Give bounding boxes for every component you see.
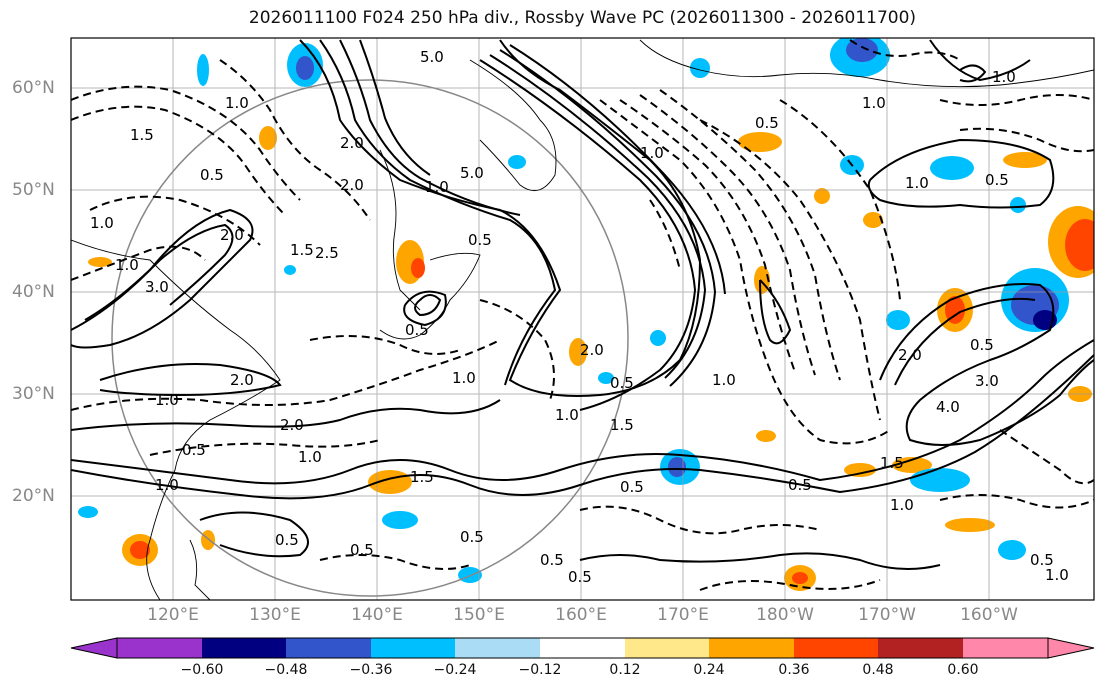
lon-label: 180°W <box>756 605 814 625</box>
contour-label: 1.5 <box>290 241 314 259</box>
contour-label: 1.0 <box>425 178 449 196</box>
coastlines <box>71 39 1094 600</box>
contour-label: 2.5 <box>315 244 339 262</box>
lat-label: 50°N <box>12 180 55 200</box>
lat-label: 20°N <box>12 486 55 506</box>
lon-label: 170°E <box>657 605 709 625</box>
lat-label: 30°N <box>12 384 55 404</box>
reference-circle <box>111 79 629 597</box>
contour-label: 1.0 <box>712 371 736 389</box>
contour-label: 0.5 <box>755 114 779 132</box>
contour-label: 2.0 <box>280 416 304 434</box>
colorbar-high-extension <box>1047 637 1095 659</box>
lon-label: 130°E <box>249 605 301 625</box>
colorbar-segment <box>963 638 1048 658</box>
contour-label: 0.5 <box>985 171 1009 189</box>
contour-label: 5.0 <box>420 48 444 66</box>
lon-label: 160°W <box>960 605 1018 625</box>
colorbar-tick: −0.36 <box>349 662 393 678</box>
colorbar-tick: 0.24 <box>693 662 725 678</box>
contour-label: 0.5 <box>182 441 206 459</box>
lat-label: 40°N <box>12 282 55 302</box>
colorbar-segment <box>540 638 625 658</box>
colorbar-segment <box>286 638 371 658</box>
contour-label-group: 5.0 1.0 1.0 1.5 1.0 0.5 1.0 2.0 1.0 1.5 … <box>90 48 1069 586</box>
contour-label: 1.0 <box>90 214 114 232</box>
contour-label: 1.5 <box>610 416 634 434</box>
contour-label: 1.0 <box>155 391 179 409</box>
contour-label: 1.0 <box>905 174 929 192</box>
colorbar-tick: 0.48 <box>862 662 894 678</box>
contour-label: 2.0 <box>580 341 604 359</box>
dashed-contours <box>71 39 1094 591</box>
colorbar-segment <box>455 638 540 658</box>
contour-label: 1.5 <box>410 468 434 486</box>
contour-label: 1.0 <box>298 448 322 466</box>
contour-label: 1.0 <box>115 256 139 274</box>
contour-label: 0.5 <box>970 336 994 354</box>
contour-label: 0.5 <box>405 321 429 339</box>
contour-label: 3.0 <box>145 278 169 296</box>
colorbar-tick: 0.60 <box>947 662 979 678</box>
contour-label: 0.5 <box>200 166 224 184</box>
contour-label: 0.5 <box>350 541 374 559</box>
lon-label: 150°E <box>453 605 505 625</box>
colorbar-segment <box>878 638 963 658</box>
colorbar <box>70 637 1095 659</box>
contour-label: 1.5 <box>130 126 154 144</box>
contour-label: 0.5 <box>468 231 492 249</box>
contour-label: 1.0 <box>225 94 249 112</box>
colorbar-tick: 0.36 <box>778 662 810 678</box>
contour-label: 1.0 <box>452 369 476 387</box>
contour-label: 2.0 <box>340 176 364 194</box>
lat-label: 60°N <box>12 78 55 98</box>
contour-label: 2.0 <box>898 346 922 364</box>
contour-label: 1.0 <box>640 144 664 162</box>
contour-label: 1.0 <box>555 406 579 424</box>
contour-label: 1.0 <box>992 68 1016 86</box>
contour-label: 2.0 <box>220 226 244 244</box>
contour-label: 0.5 <box>1030 551 1054 569</box>
contour-label: 0.5 <box>620 478 644 496</box>
colorbar-segment <box>625 638 709 658</box>
colorbar-tick: −0.12 <box>518 662 562 678</box>
colorbar-segment <box>709 638 794 658</box>
contour-label: 0.5 <box>788 476 812 494</box>
contour-label: 1.5 <box>880 454 904 472</box>
plot-title: 2026011100 F024 250 hPa div., Rossby Wav… <box>248 8 917 28</box>
colorbar-low-extension <box>70 637 118 659</box>
shaded-divergence <box>78 38 1094 591</box>
contour-label: 0.5 <box>610 374 634 392</box>
colorbar-segment <box>202 638 286 658</box>
contour-label: 3.0 <box>975 372 999 390</box>
lon-label: 170°W <box>858 605 916 625</box>
contour-label: 0.5 <box>540 551 564 569</box>
colorbar-segment <box>117 638 202 658</box>
contour-label: 1.0 <box>155 476 179 494</box>
colorbar-frame <box>116 637 1049 659</box>
map-frame <box>70 37 1095 601</box>
colorbar-tick: −0.60 <box>180 662 224 678</box>
contour-label: 1.0 <box>1045 566 1069 584</box>
contour-label: 2.0 <box>340 134 364 152</box>
lon-label: 120°E <box>147 605 199 625</box>
contour-label: 1.0 <box>890 496 914 514</box>
contour-label: 4.0 <box>936 398 960 416</box>
contour-label: 0.5 <box>460 528 484 546</box>
contour-label: 0.5 <box>275 531 299 549</box>
colorbar-tick: 0.12 <box>609 662 641 678</box>
contour-label: 1.0 <box>862 94 886 112</box>
colorbar-segment <box>794 638 878 658</box>
lon-label: 140°E <box>351 605 403 625</box>
contour-label: 2.0 <box>230 371 254 389</box>
colorbar-segment <box>371 638 455 658</box>
colorbar-tick: −0.48 <box>264 662 308 678</box>
colorbar-tick: −0.24 <box>433 662 477 678</box>
lon-label: 160°E <box>555 605 607 625</box>
contour-label: 0.5 <box>568 568 592 586</box>
contour-label: 5.0 <box>460 164 484 182</box>
solid-contours <box>71 39 1094 570</box>
